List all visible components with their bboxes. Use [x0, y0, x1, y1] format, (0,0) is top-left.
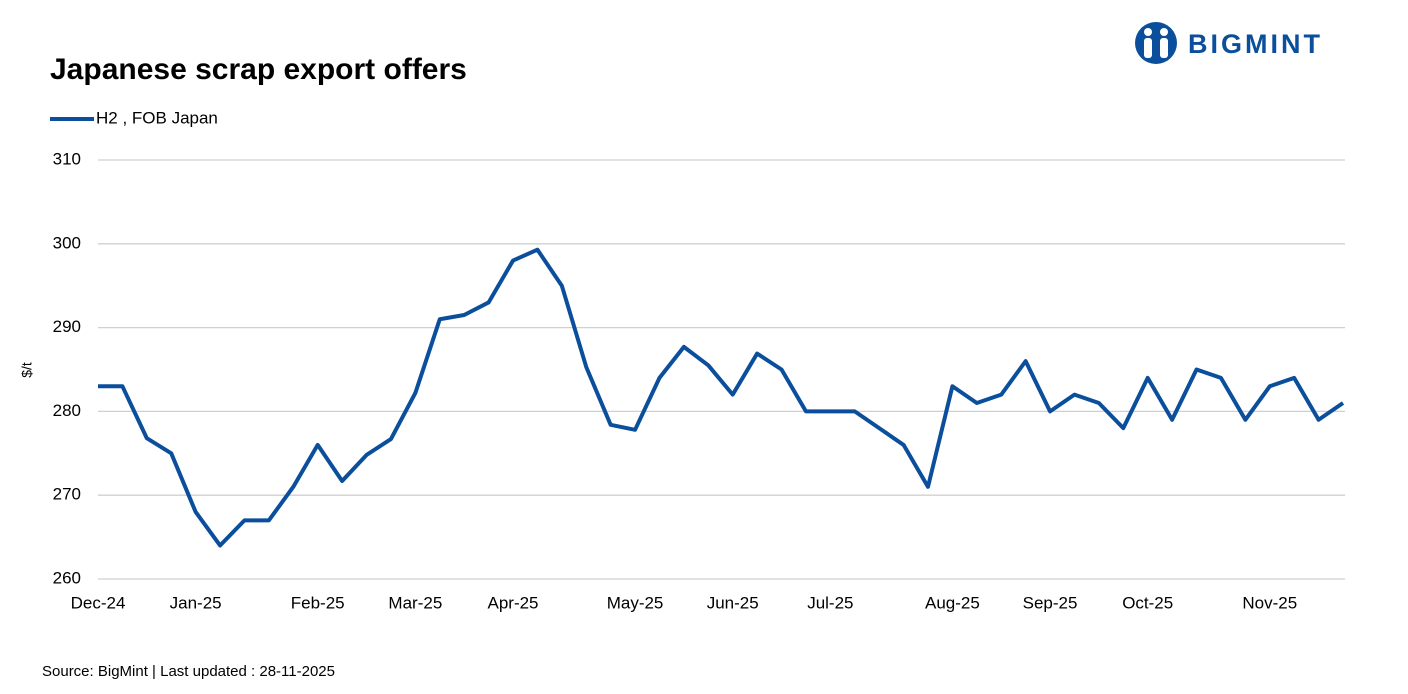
legend-label: H2 , FOB Japan: [96, 108, 218, 127]
y-axis-label: $/t: [19, 362, 35, 378]
x-tick-label: Jan-25: [170, 593, 222, 612]
y-tick-label: 260: [53, 568, 81, 587]
x-tick-label: Jun-25: [707, 593, 759, 612]
x-tick-label: Dec-24: [71, 593, 126, 612]
x-tick-label: Nov-25: [1242, 593, 1297, 612]
x-tick-label: Sep-25: [1023, 593, 1078, 612]
logo: BIGMINT: [1135, 22, 1323, 64]
x-tick-label: Mar-25: [388, 593, 442, 612]
y-tick-label: 270: [53, 485, 81, 504]
y-tick-label: 310: [53, 149, 81, 168]
y-tick-label: 290: [53, 317, 81, 336]
y-tick-label: 280: [53, 401, 81, 420]
brand: BIGMINT: [1188, 29, 1323, 59]
y-tick-label: 300: [53, 233, 81, 252]
x-tick-label: Feb-25: [291, 593, 345, 612]
line-series: [98, 247, 1345, 548]
x-tick-label: Jul-25: [807, 593, 853, 612]
x-tick-label: Apr-25: [487, 593, 538, 612]
source: Source: BigMint | Last updated : 28-11-2…: [42, 663, 335, 680]
chart-title: Japanese scrap export offers: [50, 53, 467, 86]
x-tick-label: Oct-25: [1122, 593, 1173, 612]
x-tick-label: May-25: [607, 593, 664, 612]
x-tick-label: Aug-25: [925, 593, 980, 612]
